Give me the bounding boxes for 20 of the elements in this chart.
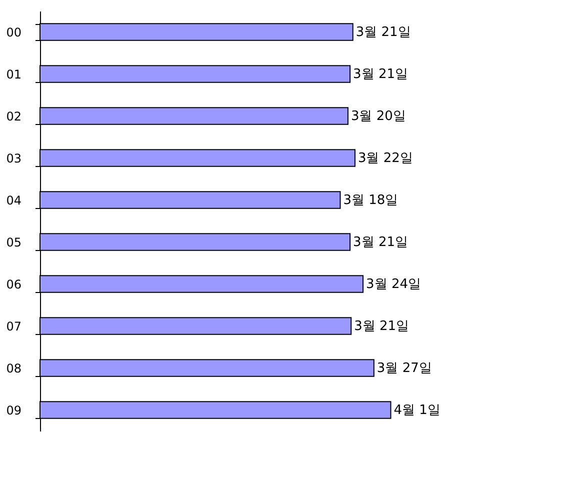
- annotation: 3월 21일: [353, 67, 408, 82]
- y-tick-label: 08: [6, 362, 22, 376]
- annotation: 3월 21일: [356, 25, 411, 40]
- annotation: 3월 27일: [376, 361, 432, 376]
- annotation: 3월 21일: [353, 235, 408, 250]
- y-tick-label: 07: [6, 320, 22, 334]
- y-tick-label: 04: [6, 194, 22, 208]
- annotation: 4월 1일: [394, 403, 440, 418]
- y-tick-label: 01: [6, 68, 22, 82]
- annotation: 3월 18일: [343, 193, 398, 208]
- annotation: 3월 22일: [358, 151, 413, 166]
- y-tick-label: 03: [6, 152, 22, 166]
- y-tick-label: 09: [6, 404, 22, 418]
- y-tick-label: 02: [6, 110, 22, 124]
- annotation: 3월 20일: [350, 109, 406, 124]
- annotation: 3월 24일: [366, 277, 421, 292]
- y-tick-label: 06: [6, 278, 22, 292]
- y-tick-label: 05: [6, 236, 22, 250]
- annotation: 3월 21일: [354, 319, 410, 334]
- y-tick-label: 00: [6, 26, 22, 40]
